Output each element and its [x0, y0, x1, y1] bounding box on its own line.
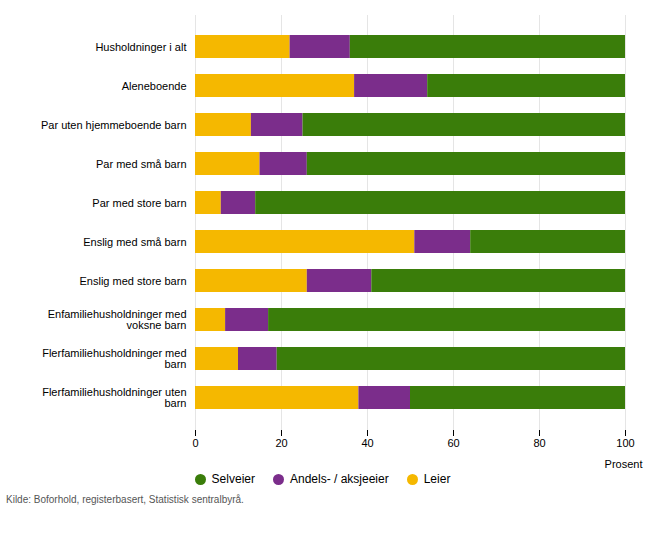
- html-text:Leier: Leier: [423, 472, 451, 486]
- svg-text:Par med store barn: Par med store barn: [92, 197, 186, 209]
- svg-text:Enfamiliehusholdninger medvoks: Enfamiliehusholdninger medvoksne barn: [48, 308, 187, 331]
- svg-text:Flerfamiliehusholdninger utenb: Flerfamiliehusholdninger utenbarn: [42, 386, 186, 409]
- svg-text:Par med små barn: Par med små barn: [96, 158, 186, 170]
- svg-text:60: 60: [447, 437, 459, 449]
- html-text:Kilde: Boforhold, registerbase: Kilde: Boforhold, registerbasert, Statis…: [6, 494, 244, 505]
- svg-text:80: 80: [533, 437, 545, 449]
- svg-text:0: 0: [192, 437, 198, 449]
- svg-text:Enslig med store barn: Enslig med store barn: [80, 275, 187, 287]
- svg-text:Par uten hjemmeboende barn: Par uten hjemmeboende barn: [41, 119, 187, 131]
- svg-text:Husholdninger i alt: Husholdninger i alt: [95, 41, 186, 53]
- svg-text:20: 20: [275, 437, 287, 449]
- html-text:Selveier: Selveier: [211, 472, 255, 486]
- svg-text:40: 40: [361, 437, 373, 449]
- svg-text:Enslig med små barn: Enslig med små barn: [83, 236, 186, 248]
- svg-text:Flerfamiliehusholdninger medba: Flerfamiliehusholdninger medbarn: [42, 347, 186, 370]
- html-text:Andels- / aksjeeier: Andels- / aksjeeier: [290, 472, 389, 486]
- svg-text:Aleneboende: Aleneboende: [122, 80, 187, 92]
- svg-text:Prosent: Prosent: [605, 458, 643, 470]
- svg-text:100: 100: [616, 437, 634, 449]
